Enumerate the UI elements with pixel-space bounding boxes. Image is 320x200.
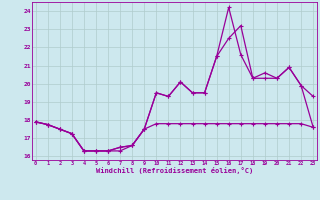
X-axis label: Windchill (Refroidissement éolien,°C): Windchill (Refroidissement éolien,°C)	[96, 167, 253, 174]
